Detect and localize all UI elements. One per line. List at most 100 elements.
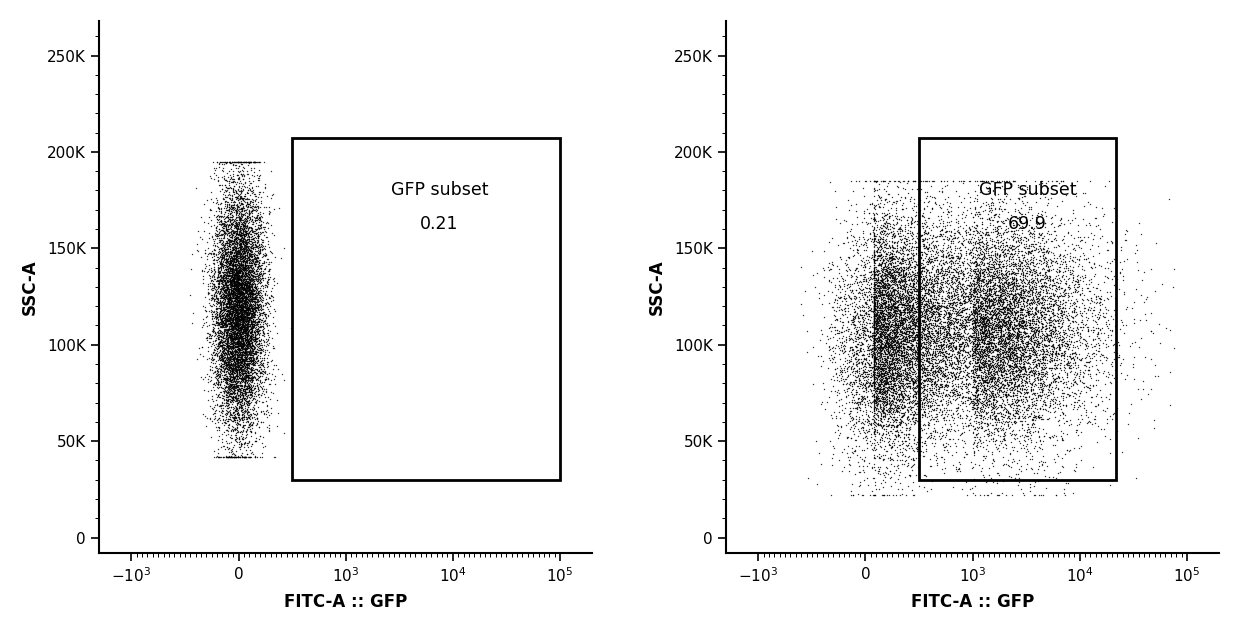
- Point: [231, 229, 250, 240]
- Point: [863, 377, 883, 387]
- Point: [973, 451, 993, 461]
- Point: [232, 277, 252, 287]
- Point: [1034, 297, 1054, 307]
- Point: [228, 344, 248, 354]
- Point: [878, 312, 898, 322]
- Point: [892, 300, 911, 310]
- Point: [877, 336, 897, 346]
- Point: [960, 268, 980, 278]
- Point: [228, 221, 248, 231]
- Point: [1032, 319, 1052, 329]
- Point: [893, 411, 913, 421]
- Point: [903, 317, 923, 327]
- Point: [1027, 334, 1047, 344]
- Point: [842, 415, 862, 425]
- Point: [218, 394, 238, 404]
- Point: [918, 221, 937, 231]
- Point: [207, 303, 227, 313]
- Point: [218, 316, 238, 326]
- Point: [224, 333, 244, 343]
- Point: [247, 296, 267, 307]
- Point: [231, 241, 250, 252]
- Point: [222, 247, 242, 257]
- Point: [229, 272, 249, 283]
- Point: [1019, 352, 1039, 362]
- Point: [929, 381, 949, 391]
- Point: [229, 336, 249, 346]
- Point: [252, 295, 272, 305]
- Point: [971, 286, 991, 296]
- Point: [998, 351, 1018, 362]
- Point: [978, 319, 998, 329]
- Point: [971, 396, 991, 406]
- Point: [975, 335, 994, 345]
- Point: [1035, 349, 1055, 359]
- Point: [985, 271, 1004, 281]
- Point: [901, 219, 921, 229]
- Point: [1065, 325, 1085, 335]
- Point: [219, 376, 239, 386]
- Point: [861, 305, 880, 315]
- Point: [1070, 329, 1090, 339]
- Point: [206, 380, 226, 391]
- Point: [213, 294, 233, 304]
- Point: [879, 312, 899, 322]
- Point: [861, 212, 880, 222]
- Point: [913, 320, 932, 331]
- Point: [232, 413, 252, 423]
- Point: [1003, 398, 1023, 408]
- Point: [954, 341, 973, 351]
- Point: [843, 364, 863, 374]
- Point: [217, 271, 237, 281]
- Point: [870, 326, 890, 336]
- Point: [925, 366, 945, 376]
- Point: [908, 257, 928, 267]
- Point: [950, 278, 970, 288]
- Point: [892, 358, 911, 368]
- Point: [237, 409, 257, 419]
- Point: [248, 278, 268, 288]
- Point: [862, 486, 882, 496]
- Point: [967, 260, 987, 270]
- Point: [1027, 348, 1047, 358]
- Point: [242, 346, 262, 356]
- Point: [944, 299, 963, 309]
- Point: [1055, 367, 1075, 377]
- Point: [992, 303, 1012, 313]
- Point: [884, 468, 904, 478]
- Point: [884, 412, 904, 422]
- Point: [851, 357, 870, 367]
- Point: [916, 331, 936, 341]
- Point: [227, 365, 247, 375]
- Point: [1002, 303, 1022, 313]
- Point: [206, 329, 226, 339]
- Point: [874, 370, 894, 380]
- Point: [972, 232, 992, 242]
- Point: [239, 321, 259, 331]
- Point: [1028, 372, 1048, 382]
- Point: [967, 355, 987, 365]
- Point: [237, 250, 257, 260]
- Point: [234, 311, 254, 321]
- Point: [926, 276, 946, 286]
- Point: [1064, 374, 1084, 384]
- Point: [233, 263, 253, 273]
- Point: [215, 363, 234, 373]
- Point: [1044, 406, 1064, 416]
- Point: [936, 415, 956, 425]
- Point: [217, 238, 237, 248]
- Point: [993, 204, 1013, 214]
- Point: [972, 404, 992, 414]
- Point: [250, 367, 270, 377]
- Point: [878, 189, 898, 199]
- Point: [1054, 307, 1074, 317]
- Point: [970, 306, 990, 316]
- Point: [219, 451, 239, 461]
- Point: [1069, 242, 1089, 252]
- Point: [233, 195, 253, 205]
- Point: [219, 202, 239, 212]
- Point: [968, 363, 988, 374]
- Point: [905, 297, 925, 307]
- Point: [887, 405, 906, 415]
- Point: [229, 235, 249, 245]
